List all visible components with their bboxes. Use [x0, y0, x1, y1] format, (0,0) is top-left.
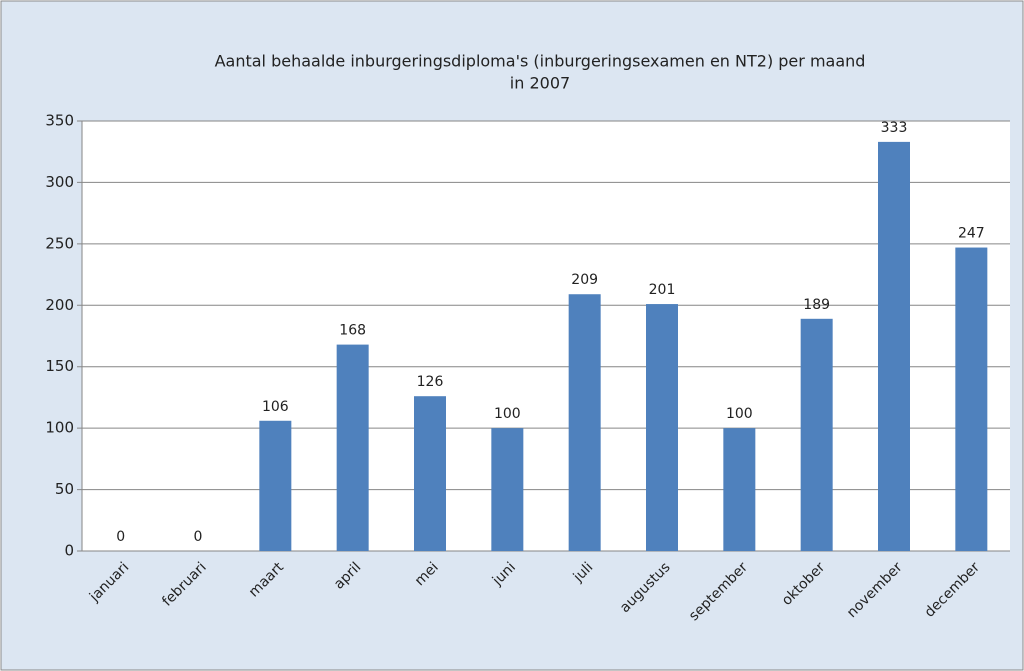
data-label: 247	[958, 226, 985, 242]
y-tick-label: 150	[45, 357, 74, 375]
data-label: 189	[803, 297, 830, 313]
y-tick-label: 50	[55, 480, 74, 498]
data-label: 201	[649, 282, 676, 298]
bar	[414, 396, 446, 551]
chart-title: Aantal behaalde inburgeringsdiploma's (i…	[215, 52, 866, 71]
chart-title: in 2007	[510, 74, 570, 93]
y-tick-label: 350	[45, 112, 74, 130]
data-label: 106	[262, 399, 289, 415]
bar	[259, 420, 292, 551]
bar	[491, 428, 524, 551]
y-tick-label: 250	[45, 234, 74, 252]
data-label: 209	[571, 272, 598, 288]
bar	[878, 141, 910, 551]
bar	[646, 304, 678, 551]
bar	[955, 247, 988, 552]
plot-area	[82, 121, 1010, 551]
y-tick-label: 100	[45, 419, 74, 437]
bar	[800, 318, 833, 551]
data-label: 333	[881, 120, 908, 136]
data-label: 0	[116, 529, 125, 545]
data-label: 100	[726, 406, 753, 422]
data-label: 0	[194, 529, 203, 545]
data-label: 168	[339, 323, 366, 339]
y-tick-label: 0	[64, 542, 74, 560]
bar	[568, 294, 601, 551]
y-tick-label: 300	[45, 173, 74, 191]
bar	[336, 344, 369, 551]
y-tick-label: 200	[45, 296, 74, 314]
data-label: 100	[494, 406, 521, 422]
data-label: 126	[417, 374, 444, 390]
bar	[723, 428, 756, 551]
